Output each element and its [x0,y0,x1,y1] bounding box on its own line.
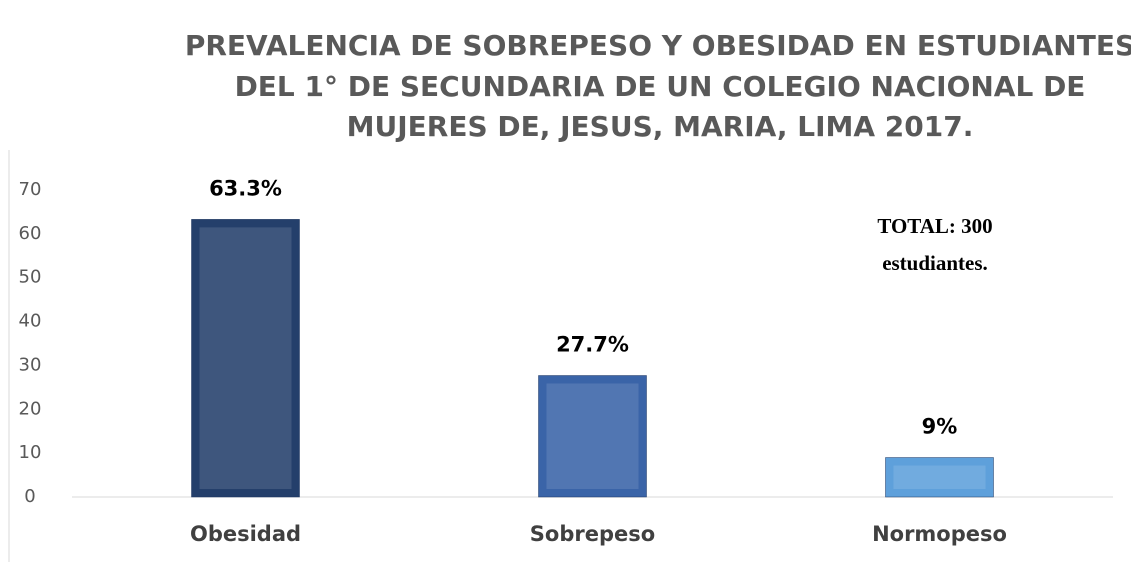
y-tick-label: 40 [19,311,42,332]
bar [885,457,994,498]
y-tick-label: 70 [19,179,42,200]
annotation: TOTAL: 300 [877,214,992,238]
y-tick-label: 50 [19,267,42,288]
bar-bevel [546,383,639,489]
chart-title: MUJERES DE, JESUS, MARIA, LIMA 2017. [347,110,974,143]
bar-bevel [893,465,986,489]
x-tick-label: Normopeso [872,522,1007,546]
value-label: 27.7% [556,333,629,357]
value-label: 63.3% [209,176,282,200]
bar [538,375,647,498]
y-tick-label: 60 [19,223,42,244]
chart-title: PREVALENCIA DE SOBREPESO Y OBESIDAD EN E… [185,29,1131,62]
y-tick-label: 0 [24,486,35,507]
x-tick-label: Sobrepeso [530,522,655,546]
value-label: 9% [922,415,958,439]
y-tick-label: 30 [19,354,42,375]
annotation: estudiantes. [882,251,988,275]
y-tick-label: 10 [19,442,42,463]
chart-title: DEL 1° DE SECUNDARIA DE UN COLEGIO NACIO… [235,70,1086,103]
y-tick-label: 20 [19,398,42,419]
x-tick-label: Obesidad [190,522,301,546]
bar-bevel [199,227,292,490]
bar [191,219,300,498]
